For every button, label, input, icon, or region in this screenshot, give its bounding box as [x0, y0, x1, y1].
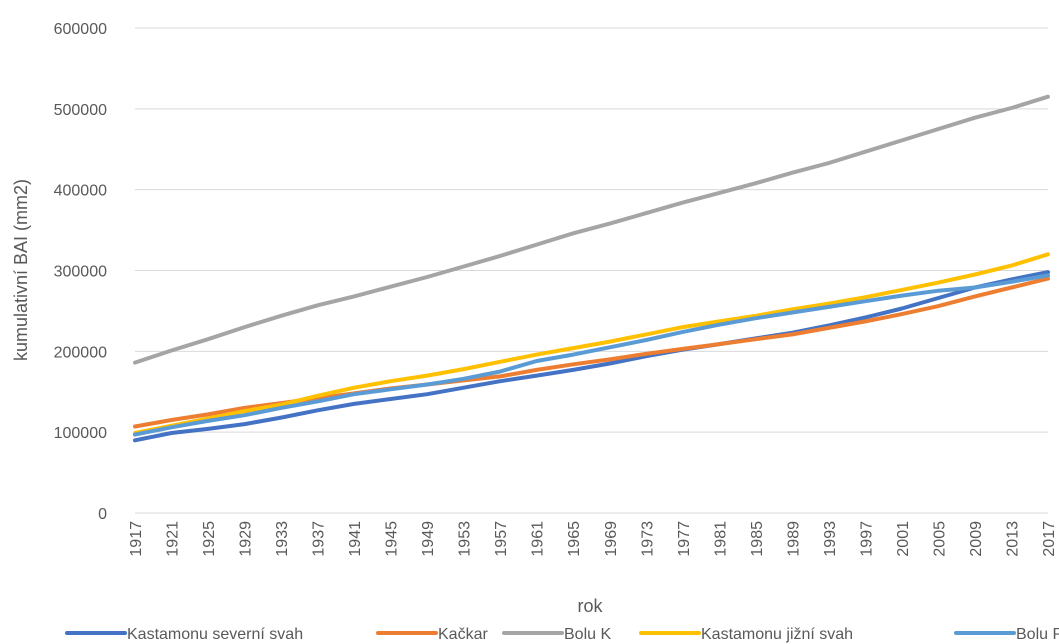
series-line-3 — [133, 94, 1050, 365]
x-tick-label: 1933 — [274, 521, 291, 557]
x-tick-label: 1961 — [530, 521, 547, 557]
y-axis-title: kumulativní BAI (mm2) — [11, 179, 31, 361]
x-tick-label: 1937 — [311, 521, 328, 557]
x-tick-label: 1993 — [822, 521, 839, 557]
x-tick-label: 1921 — [165, 521, 182, 557]
y-tick-label: 0 — [98, 506, 107, 523]
legend-label: Bolu P — [1016, 626, 1059, 643]
y-tick-label: 400000 — [54, 183, 107, 200]
x-tick-label: 1989 — [785, 521, 802, 557]
x-tick-label: 1957 — [493, 521, 510, 557]
series-line-1 — [133, 270, 1050, 443]
gridlines — [135, 27, 1048, 433]
x-tick-label: 1945 — [384, 521, 401, 557]
x-axis-ticks: 1917 1921 1925 1929 1933 1937 1941 1945 1949 1953… — [128, 521, 1058, 557]
x-tick-label: 1997 — [858, 521, 875, 557]
x-tick-label: 1977 — [676, 521, 693, 557]
x-tick-label: 2017 — [1041, 521, 1058, 557]
legend-label: Bolu K — [564, 626, 611, 643]
x-tick-label: 1941 — [347, 521, 364, 557]
y-tick-label: 100000 — [54, 425, 107, 442]
legend: Kastamonu severní svah Kačkar Bolu K Kastam… — [65, 626, 1059, 643]
x-tick-label: 2009 — [968, 521, 985, 557]
y-tick-label: 500000 — [54, 102, 107, 119]
series-line-5 — [133, 273, 1050, 437]
x-tick-label: 1985 — [749, 521, 766, 557]
series-line-4 — [133, 252, 1050, 435]
x-axis-title: rok — [577, 596, 603, 616]
y-tick-label: 300000 — [54, 264, 107, 281]
x-tick-label: 2001 — [895, 521, 912, 557]
x-tick-label: 1949 — [420, 521, 437, 557]
x-tick-label: 2005 — [931, 521, 948, 557]
x-tick-label: 1965 — [566, 521, 583, 557]
x-tick-label: 2013 — [1004, 521, 1021, 557]
legend-label: Kastamonu severní svah — [127, 626, 303, 643]
x-tick-label: 1953 — [457, 521, 474, 557]
x-tick-label: 1929 — [238, 521, 255, 557]
x-tick-label: 1925 — [201, 521, 218, 557]
legend-label: Kastamonu jižní svah — [701, 626, 853, 643]
y-tick-label: 200000 — [54, 344, 107, 361]
y-tick-label: 600000 — [54, 21, 107, 38]
x-tick-label: 1917 — [128, 521, 145, 557]
series-lines — [133, 94, 1050, 443]
x-tick-label: 1973 — [639, 521, 656, 557]
legend-label: Kačkar — [438, 626, 488, 643]
x-tick-label: 1981 — [712, 521, 729, 557]
y-axis-ticks: 0 100000 200000 300000 400000 500000 600000 — [54, 21, 107, 523]
x-tick-label: 1969 — [603, 521, 620, 557]
